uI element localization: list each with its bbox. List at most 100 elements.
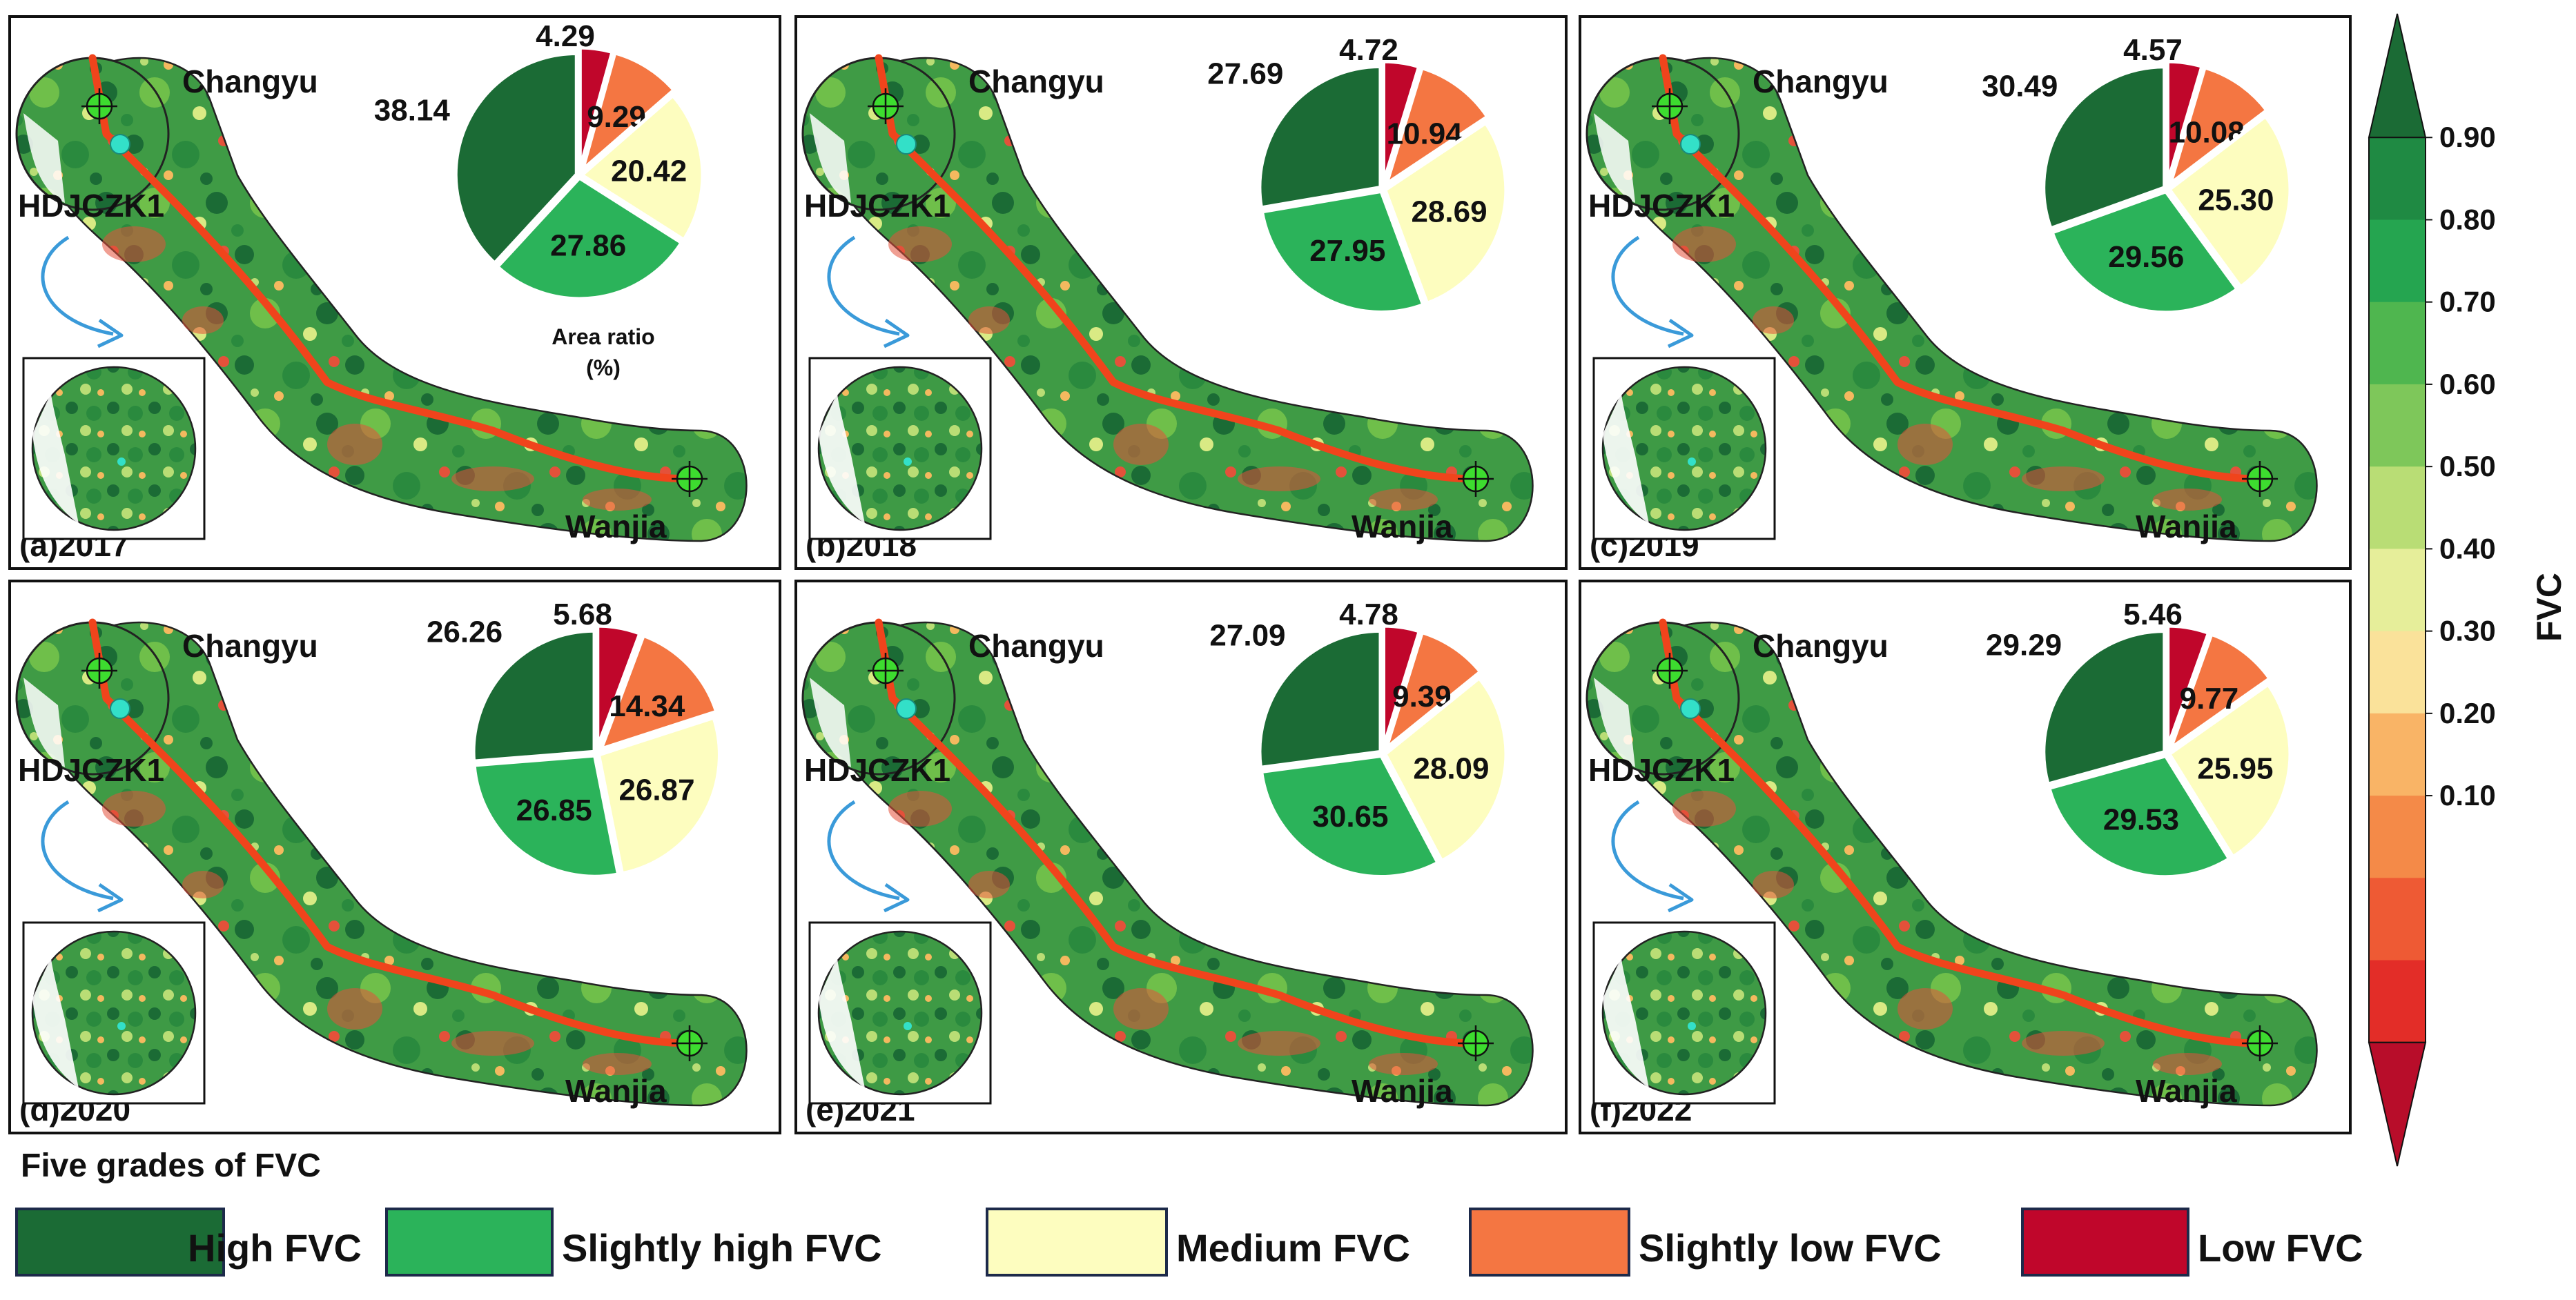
borehole-label: HDJCZK1 [804, 752, 950, 788]
start-label: Changyu [968, 63, 1104, 99]
inset-sea [1603, 957, 1649, 1088]
pie-slice-slightly-low [1383, 66, 1490, 188]
start-crosshair-icon [868, 653, 904, 689]
inset-sea [819, 957, 865, 1088]
legend-label: High FVC [188, 1226, 362, 1270]
pie-slice-slightly-low [2167, 65, 2270, 188]
pie-value-medium: 28.09 [1413, 751, 1489, 785]
pie-slice-low [1381, 59, 1421, 183]
pie-value-medium: 28.69 [1411, 195, 1487, 228]
inset-map [1592, 357, 1776, 540]
sea-area [810, 678, 851, 767]
colorbar-tick-label: 0.20 [2439, 697, 2496, 729]
end-crosshair-icon [1458, 1025, 1494, 1061]
borehole-label: HDJCZK1 [1588, 188, 1735, 224]
start-label: Changyu [1753, 628, 1889, 664]
colorbar-segment [2369, 137, 2426, 221]
low-fvc-patch [1238, 1031, 1320, 1056]
start-label: Changyu [182, 63, 318, 99]
inset-sea [819, 393, 865, 524]
start-crosshair-icon [868, 88, 904, 124]
end-label: Wanjia [565, 509, 667, 544]
inset-borehole-icon [904, 457, 912, 466]
tunnel-route-line [88, 54, 694, 483]
tunnel-route-line [1659, 54, 2264, 483]
pie-value-medium: 25.30 [2198, 184, 2274, 217]
inset-map [808, 921, 992, 1105]
low-fvc-patch [1369, 1053, 1438, 1075]
colorbar-segment [2369, 384, 2426, 468]
area-ratio-pie: 5.68 14.34 26.87 26.85 26.26 [427, 598, 721, 878]
borehole-marker-icon [1680, 134, 1701, 155]
zoom-arrowhead [883, 883, 910, 913]
low-fvc-patch [1753, 871, 1794, 898]
sea-area [1594, 113, 1635, 203]
zoom-arrowhead [97, 883, 124, 913]
colorbar-segment [2369, 631, 2426, 714]
pie-value-high: 27.09 [1209, 619, 1285, 653]
inset-circle-map [817, 366, 983, 531]
low-fvc-patch [888, 226, 952, 262]
zoom-arrowhead [1667, 883, 1694, 913]
pie-slice-low [596, 624, 643, 748]
pie-value-medium: 25.95 [2197, 751, 2273, 785]
zoom-arrow-icon [41, 800, 114, 900]
pie-value-high: 26.26 [427, 615, 502, 649]
fvc-corridor-map [41, 57, 748, 542]
pie-slice-high [1258, 64, 1383, 210]
pie-value-high: 27.69 [1207, 57, 1283, 90]
colorbar-segment [2369, 796, 2426, 879]
start-crosshair-icon [81, 653, 117, 689]
inset-borehole-icon [1688, 457, 1696, 466]
low-fvc-patch [968, 871, 1010, 898]
pie-slice-slightly-high [2049, 189, 2240, 315]
zoom-arrow-icon [1611, 235, 1684, 336]
map-panel-3: ChangyuHDJCZK1Wanjia(c)20194.5710.0825.3… [1579, 15, 2352, 570]
colorbar-segment [2369, 878, 2426, 961]
end-label: Wanjia [2136, 509, 2237, 544]
colorbar-cap-bottom [2368, 1041, 2427, 1167]
colorbar-tick-label: 0.50 [2439, 450, 2496, 482]
pie-caption-line1: Area ratio [552, 324, 654, 349]
inset-circle-map [817, 930, 983, 1096]
colorbar-segment [2369, 960, 2426, 1043]
inset-borehole-icon [1688, 1022, 1696, 1030]
borehole-label: HDJCZK1 [18, 752, 164, 788]
colorbar-tick-label: 0.90 [2439, 121, 2496, 153]
pie-value-high: 38.14 [374, 93, 451, 127]
zoom-arrowhead [97, 318, 124, 348]
low-fvc-patch [451, 466, 534, 491]
tunnel-route-line [875, 618, 1480, 1047]
start-crosshair-icon [1652, 653, 1688, 689]
low-fvc-patch [1897, 988, 1953, 1030]
low-fvc-patch [888, 791, 952, 827]
sea-area [23, 678, 65, 767]
fvc-corridor-map [1612, 621, 2318, 1107]
legend: Five grades of FVC High FVC Slightly high … [15, 1148, 2363, 1277]
inset-sea [32, 957, 79, 1088]
pie-value-low: 4.78 [1339, 598, 1398, 631]
colorbar-outline [2368, 137, 2426, 1043]
inset-sea [32, 393, 79, 524]
legend-label: Low FVC [2198, 1226, 2363, 1270]
legend-swatch [986, 1208, 1168, 1277]
low-fvc-patch [451, 1031, 534, 1056]
pie-value-low: 4.29 [536, 19, 595, 53]
colorbar: 0.90 0.80 0.70 0.60 0.50 0.40 0.30 0.20 0.10 FVC [2368, 13, 2568, 1167]
pie-value-low: 5.68 [553, 598, 612, 631]
pie-slice-medium [2167, 114, 2292, 290]
sea-area [23, 113, 65, 203]
legend-swatch [2021, 1208, 2189, 1277]
colorbar-tick-label: 0.60 [2439, 368, 2496, 400]
map-panel-2: ChangyuHDJCZK1Wanjia(b)20184.7210.9428.6… [794, 15, 1568, 570]
pie-value-slightly-high: 26.85 [516, 794, 592, 827]
pie-value-medium: 26.87 [618, 773, 694, 807]
end-label: Wanjia [1352, 1073, 1453, 1109]
start-crosshair-icon [81, 88, 117, 124]
inset-circle-map [31, 930, 197, 1096]
legend-label: Slightly low FVC [1639, 1226, 1942, 1270]
borehole-label: HDJCZK1 [1588, 752, 1735, 788]
low-fvc-patch [1113, 988, 1169, 1030]
